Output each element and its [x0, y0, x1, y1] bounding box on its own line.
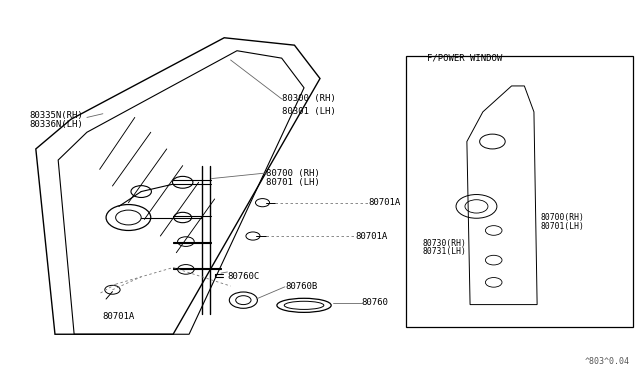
Text: 80335N(RH): 80335N(RH)	[29, 111, 83, 120]
Text: F/POWER WINDOW: F/POWER WINDOW	[428, 54, 502, 62]
Text: 80701A: 80701A	[103, 312, 135, 321]
Text: 80760B: 80760B	[285, 282, 317, 291]
Text: ^803^0.04: ^803^0.04	[585, 357, 630, 366]
Text: 80701 (LH): 80701 (LH)	[266, 178, 319, 187]
Text: 80730(RH): 80730(RH)	[422, 239, 466, 248]
Text: 80700(RH): 80700(RH)	[540, 213, 584, 222]
Text: 80760: 80760	[362, 298, 388, 307]
Text: 80731(LH): 80731(LH)	[422, 247, 466, 256]
Text: 80700 (RH): 80700 (RH)	[266, 169, 319, 177]
Text: 80301 (LH): 80301 (LH)	[282, 108, 335, 116]
Text: 80701A: 80701A	[368, 198, 400, 207]
Bar	[406, 56, 633, 327]
Text: 80336N(LH): 80336N(LH)	[29, 121, 83, 129]
Text: 80701(LH): 80701(LH)	[540, 221, 584, 231]
Text: 80760C: 80760C	[227, 272, 260, 281]
Text: 80300 (RH): 80300 (RH)	[282, 94, 335, 103]
Text: 80701A: 80701A	[355, 231, 387, 241]
